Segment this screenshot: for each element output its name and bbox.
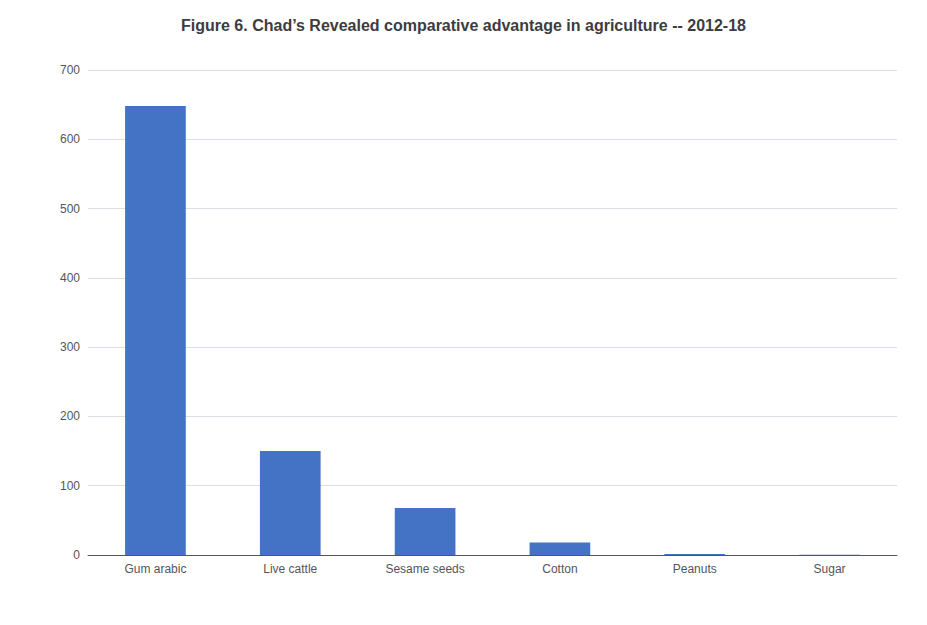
svg-text:Live cattle: Live cattle — [263, 562, 317, 576]
svg-text:100: 100 — [60, 479, 80, 493]
svg-text:Cotton: Cotton — [542, 562, 577, 576]
svg-text:Figure 6. Chad’s Revealed comp: Figure 6. Chad’s Revealed comparative ad… — [181, 17, 746, 34]
svg-text:200: 200 — [60, 409, 80, 423]
svg-text:400: 400 — [60, 271, 80, 285]
svg-text:Peanuts: Peanuts — [673, 562, 717, 576]
svg-text:Gum arabic: Gum arabic — [124, 562, 186, 576]
svg-text:300: 300 — [60, 340, 80, 354]
svg-text:Sesame seeds: Sesame seeds — [385, 562, 464, 576]
svg-text:0: 0 — [73, 548, 80, 562]
svg-text:700: 700 — [60, 63, 80, 77]
svg-text:Sugar: Sugar — [814, 562, 846, 576]
svg-text:600: 600 — [60, 132, 80, 146]
svg-text:500: 500 — [60, 202, 80, 216]
